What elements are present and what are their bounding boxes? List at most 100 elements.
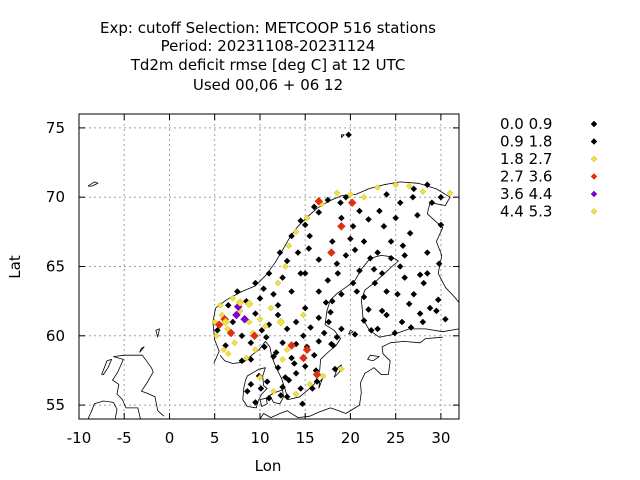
station-point [338, 290, 345, 298]
station-point [327, 248, 336, 257]
station-point [260, 285, 267, 293]
station-point [270, 387, 277, 395]
station-point [258, 326, 266, 334]
station-point [214, 320, 224, 330]
coastline [219, 254, 459, 401]
station-point [315, 256, 323, 263]
coastline [348, 329, 354, 335]
station-point [216, 301, 224, 309]
station-point [405, 300, 413, 308]
y-axis-label: Lat [6, 255, 24, 279]
station-point [331, 365, 339, 373]
x-tick-label: 5 [210, 429, 220, 447]
station-point [224, 325, 231, 333]
grid-lines [78, 114, 459, 419]
station-point [383, 191, 390, 198]
title-line-2: Period: 20231108-20231124 [161, 37, 376, 55]
station-point [224, 301, 232, 309]
station-point [392, 214, 400, 222]
legend-label: 4.4 5.3 [500, 203, 552, 221]
station-point [333, 333, 341, 341]
station-point [333, 260, 341, 268]
station-point [294, 249, 302, 256]
station-point [420, 279, 428, 287]
coastline [367, 354, 380, 362]
station-point [281, 374, 289, 381]
station-point [279, 356, 286, 363]
x-axis-label: Lon [255, 457, 282, 475]
station-point [315, 338, 323, 345]
legend-marker [590, 173, 598, 180]
axis-ticks: -10 -5 0 5 10 15 20 25 30 55 60 65 70 75 [46, 114, 459, 447]
station-point [428, 199, 436, 207]
station-point [338, 214, 345, 222]
station-point [288, 232, 295, 240]
station-point [261, 343, 268, 351]
station-point [283, 393, 291, 401]
station-point [351, 331, 359, 338]
legend-marker [590, 120, 598, 128]
legend-marker [590, 208, 598, 215]
coastline [259, 397, 268, 407]
legend: 0.0 0.90.9 1.81.8 2.72.7 3.63.6 4.44.4 5… [500, 115, 598, 221]
y-tick-label: 75 [46, 119, 65, 137]
station-point [262, 333, 270, 341]
legend-label: 3.6 4.4 [500, 185, 552, 203]
station-point [309, 385, 316, 392]
station-point [329, 342, 337, 349]
station-point [320, 329, 328, 337]
station-point [371, 279, 379, 287]
station-point [324, 277, 332, 284]
station-point [435, 260, 443, 268]
station-point [250, 331, 259, 341]
station-point [347, 191, 354, 198]
station-point [396, 199, 404, 207]
station-point [220, 346, 228, 354]
station-point [221, 317, 230, 327]
coastline [139, 346, 145, 353]
title-line-4: Used 00,06 + 06 12 [193, 76, 343, 94]
station-point [315, 288, 323, 295]
station-point [334, 270, 342, 277]
coastline [87, 400, 118, 419]
station-point [285, 376, 293, 384]
station-point [297, 270, 305, 277]
station-point [433, 307, 440, 315]
x-tick-label: -5 [117, 429, 132, 447]
station-point [416, 271, 424, 279]
station-point [235, 298, 245, 307]
station-point [247, 380, 255, 388]
station-point [305, 245, 313, 252]
station-point [327, 308, 334, 316]
station-point [446, 189, 454, 197]
station-point [423, 181, 431, 189]
station-point [292, 369, 300, 377]
station-point [337, 221, 346, 231]
station-point [391, 329, 399, 337]
station-point [423, 270, 431, 277]
station-point [347, 235, 354, 243]
station-point [252, 346, 259, 354]
coastline [101, 358, 112, 376]
station-point [233, 288, 241, 295]
station-point [300, 311, 307, 319]
x-tick-label: 20 [341, 429, 360, 447]
station-point [277, 392, 285, 399]
station-point [328, 297, 336, 305]
station-point [401, 252, 409, 259]
station-point [426, 304, 434, 312]
station-point [279, 274, 286, 281]
legend-label: 0.0 0.9 [500, 115, 552, 133]
station-point [378, 307, 386, 315]
station-point [283, 346, 291, 354]
station-point [274, 279, 282, 287]
station-point [240, 314, 249, 324]
station-point [374, 325, 381, 333]
station-point [301, 362, 309, 370]
station-point [301, 304, 309, 312]
coastline [87, 181, 99, 187]
legend-marker [590, 190, 598, 198]
legend-label: 2.7 3.6 [500, 168, 552, 186]
station-point [312, 370, 322, 379]
coastline [259, 336, 443, 419]
